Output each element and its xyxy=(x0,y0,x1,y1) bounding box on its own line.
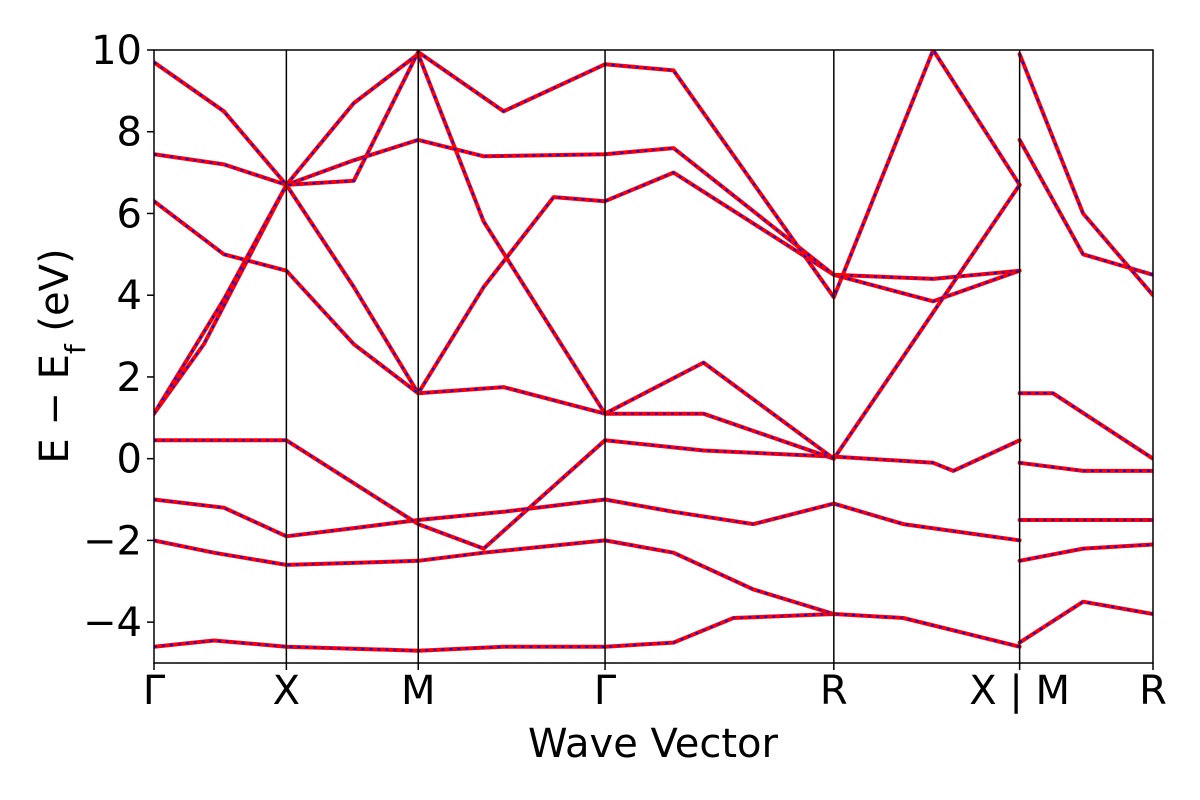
band-8-dashed xyxy=(154,50,1021,300)
x-tick-label-2: M xyxy=(401,668,436,714)
x-tick-label-6: R xyxy=(1139,668,1167,714)
band-8-solid xyxy=(154,50,1022,300)
kpoint-dividers xyxy=(285,50,1021,663)
band-lines xyxy=(154,50,1153,653)
y-tick-label-6: 8 xyxy=(117,110,142,156)
y-tick-label-3: 2 xyxy=(117,355,142,401)
band-9-solid xyxy=(1017,391,1153,461)
x-tick-label-4: R xyxy=(820,668,848,714)
band-5-solid xyxy=(154,52,836,461)
y-tick-label-4: 4 xyxy=(117,273,142,319)
band-3-dashed xyxy=(154,439,1021,550)
band-14-solid xyxy=(1017,137,1153,277)
band-2-dashed xyxy=(154,498,1020,542)
band-6-solid xyxy=(154,170,1022,396)
band-12-solid xyxy=(1017,542,1153,563)
band-6-dashed xyxy=(154,171,1020,395)
x-axis-ticks: Γ X M Γ R X | M R xyxy=(143,663,1167,714)
band-0-solid xyxy=(154,612,1022,653)
band-1-solid xyxy=(154,538,836,616)
y-tick-label-7: 10 xyxy=(91,28,142,74)
x-tick-label-5: X | M xyxy=(969,668,1070,714)
band-5-dashed xyxy=(154,52,835,460)
y-tick-label-1: −2 xyxy=(83,518,142,564)
band-0-dashed xyxy=(154,612,1020,652)
x-tick-label-0: Γ xyxy=(143,668,166,714)
x-tick-label-3: Γ xyxy=(594,668,617,714)
band-4-solid xyxy=(154,182,1022,461)
band-9-dashed xyxy=(1019,392,1153,460)
y-axis-title: E − Ef (eV) xyxy=(32,248,92,463)
band-10-solid xyxy=(1017,460,1153,473)
x-tick-label-1: X xyxy=(273,668,300,714)
band-13-solid xyxy=(1017,599,1153,645)
y-axis-ticks: −4 −2 0 2 4 6 8 10 xyxy=(83,28,154,646)
band-1-dashed xyxy=(154,539,835,615)
band-14-dashed xyxy=(1018,139,1153,276)
band-15-dashed xyxy=(1018,53,1153,296)
band-2-solid xyxy=(154,497,1022,543)
y-tick-label-5: 6 xyxy=(117,191,142,237)
band-13-dashed xyxy=(1019,600,1153,644)
band-7-dashed xyxy=(154,138,1020,303)
band-10-dashed xyxy=(1019,461,1153,472)
plot-frame xyxy=(153,49,1154,664)
y-tick-label-0: −4 xyxy=(83,600,142,646)
band-12-dashed xyxy=(1019,543,1153,562)
y-tick-label-2: 0 xyxy=(117,437,142,483)
band-4-dashed xyxy=(154,182,1021,460)
x-axis-title: Wave Vector xyxy=(528,721,779,767)
